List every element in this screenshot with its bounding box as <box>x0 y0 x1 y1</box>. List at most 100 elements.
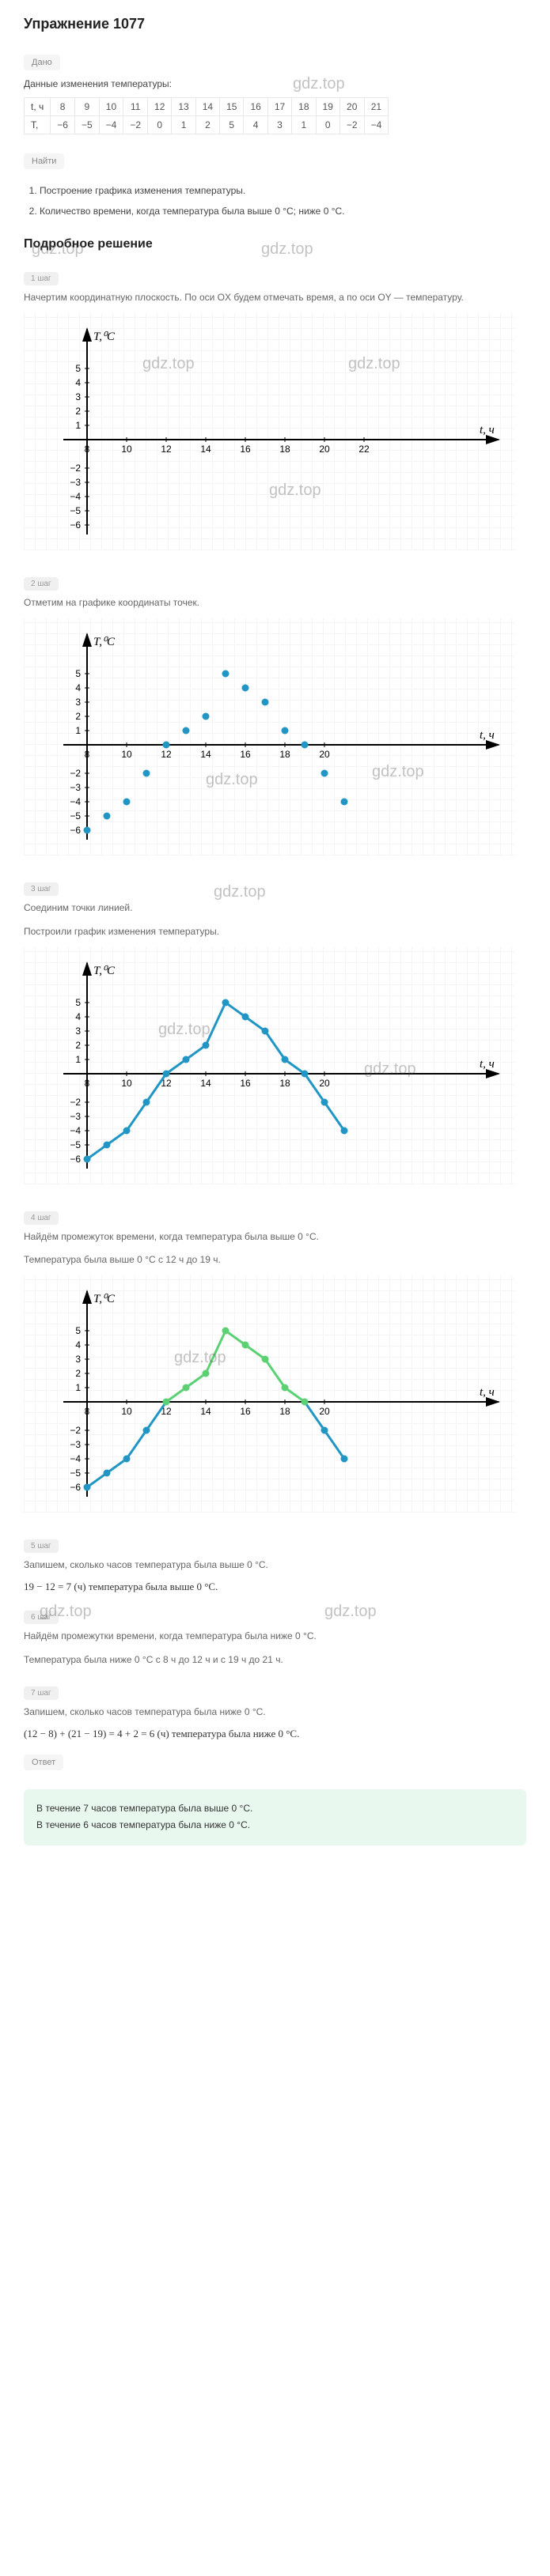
svg-text:8: 8 <box>85 749 90 760</box>
table-cell: t, ч <box>25 98 51 116</box>
svg-text:16: 16 <box>240 1406 251 1417</box>
svg-text:−4: −4 <box>70 796 81 807</box>
table-cell: 1 <box>292 116 316 134</box>
svg-text:2: 2 <box>75 1368 81 1379</box>
step-text: Запишем, сколько часов температура была … <box>24 1705 526 1720</box>
svg-text:2: 2 <box>75 1040 81 1051</box>
svg-text:t, ч: t, ч <box>480 729 495 742</box>
step-badge: 1 шаг <box>24 272 59 285</box>
svg-text:5: 5 <box>75 997 81 1008</box>
step-badge: 3 шаг <box>24 882 59 896</box>
svg-text:5: 5 <box>75 1325 81 1336</box>
svg-text:10: 10 <box>121 444 132 455</box>
step-text: Найдём промежуток времени, когда темпера… <box>24 1229 526 1245</box>
step-badge: 4 шаг <box>24 1211 59 1225</box>
table-cell: 4 <box>244 116 267 134</box>
chart-3-line: T,⁰Ct, ч810121416182012345−2−3−4−5−6gdz.… <box>24 947 514 1184</box>
svg-text:8: 8 <box>85 1078 90 1089</box>
step-text: Температура была ниже 0 °C c 8 ч до 12 ч… <box>24 1652 526 1668</box>
step-text: Температура была выше 0 °C с 12 ч до 19 … <box>24 1252 526 1267</box>
svg-text:−2: −2 <box>70 1425 81 1436</box>
svg-text:T,⁰C: T,⁰C <box>93 1293 116 1305</box>
svg-text:8: 8 <box>85 444 90 455</box>
svg-text:−3: −3 <box>70 477 81 488</box>
svg-text:14: 14 <box>200 1078 211 1089</box>
svg-text:T,⁰C: T,⁰C <box>93 965 116 977</box>
svg-text:16: 16 <box>240 1078 251 1089</box>
table-cell: 9 <box>74 98 99 116</box>
page-container: Упражнение 1077 Дано gdz.top Данные изме… <box>0 0 550 1861</box>
svg-text:4: 4 <box>75 682 81 693</box>
answer-line: В течение 7 часов температура была выше … <box>36 1800 514 1818</box>
step-text: Запишем, сколько часов температура была … <box>24 1558 526 1573</box>
svg-text:12: 12 <box>161 749 172 760</box>
svg-text:12: 12 <box>161 444 172 455</box>
svg-text:−6: −6 <box>70 1154 81 1165</box>
svg-text:1: 1 <box>75 1054 81 1065</box>
table-cell: 2 <box>195 116 219 134</box>
svg-text:3: 3 <box>75 1354 81 1365</box>
svg-text:3: 3 <box>75 1025 81 1037</box>
table-cell: 16 <box>244 98 267 116</box>
svg-text:gdz.top: gdz.top <box>174 1349 226 1366</box>
table-cell: 11 <box>123 98 148 116</box>
step-math: (12 − 8) + (21 − 19) = 4 + 2 = 6 (ч) тем… <box>24 1728 526 1740</box>
svg-text:−6: −6 <box>70 519 81 531</box>
chart-2-points: T,⁰Ct, ч810121416182012345−2−3−4−5−6gdz.… <box>24 618 514 856</box>
svg-text:18: 18 <box>279 1406 290 1417</box>
svg-text:10: 10 <box>121 749 132 760</box>
svg-text:gdz.top: gdz.top <box>372 763 424 780</box>
table-cell: 17 <box>267 98 291 116</box>
table-cell: 12 <box>148 98 172 116</box>
step-text: Соединим точки линией. <box>24 901 526 916</box>
chart-svg: T,⁰Ct, ч810121416182012345−2−3−4−5−6gdz.… <box>32 955 506 1177</box>
table-cell: 15 <box>220 98 244 116</box>
table-cell: 5 <box>220 116 244 134</box>
svg-text:−3: −3 <box>70 1111 81 1122</box>
table-cell: 13 <box>172 98 195 116</box>
step-badge: 7 шаг <box>24 1686 59 1700</box>
watermark: gdz.top <box>324 1603 377 1621</box>
answer-box: В течение 7 часов температура была выше … <box>24 1789 526 1845</box>
chart-svg: T,⁰Ct, ч810121416182012345−2−3−4−5−6gdz.… <box>32 626 506 848</box>
svg-text:gdz.top: gdz.top <box>364 1060 416 1078</box>
table-cell: −5 <box>74 116 99 134</box>
given-label: Дано <box>24 55 60 70</box>
svg-text:1: 1 <box>75 420 81 431</box>
svg-text:−3: −3 <box>70 782 81 793</box>
svg-text:−5: −5 <box>70 810 81 822</box>
svg-text:t, ч: t, ч <box>480 424 495 436</box>
svg-text:4: 4 <box>75 377 81 388</box>
svg-text:18: 18 <box>279 1078 290 1089</box>
chart-4-highlight: T,⁰Ct, ч810121416182012345−2−3−4−5−6gdz.… <box>24 1275 514 1513</box>
answer-label: Ответ <box>24 1754 63 1770</box>
svg-text:3: 3 <box>75 697 81 708</box>
svg-text:5: 5 <box>75 363 81 374</box>
chart-svg: T,⁰Ct, ч810121416182012345−2−3−4−5−6gdz.… <box>32 1283 506 1505</box>
svg-text:2: 2 <box>75 711 81 722</box>
watermark: gdz.top <box>214 883 266 901</box>
table-cell: 1 <box>172 116 195 134</box>
table-cell: −4 <box>99 116 123 134</box>
solution-heading: Подробное решение <box>24 237 526 251</box>
svg-text:18: 18 <box>279 444 290 455</box>
given-intro: Данные изменения температуры: <box>24 78 526 89</box>
table-row: t, ч 8 9 10 11 12 13 14 15 16 17 18 19 2… <box>25 98 389 116</box>
svg-text:−4: −4 <box>70 1453 81 1464</box>
svg-text:10: 10 <box>121 1406 132 1417</box>
svg-text:20: 20 <box>319 749 330 760</box>
table-cell: −2 <box>123 116 148 134</box>
svg-text:8: 8 <box>85 1406 90 1417</box>
svg-text:5: 5 <box>75 668 81 679</box>
svg-text:−2: −2 <box>70 768 81 779</box>
svg-text:t, ч: t, ч <box>480 1058 495 1071</box>
svg-text:−2: −2 <box>70 463 81 474</box>
find-label: Найти <box>24 153 64 169</box>
step-text: Построили график изменения температуры. <box>24 924 526 939</box>
page-title: Упражнение 1077 <box>24 16 526 32</box>
table-cell: 3 <box>267 116 291 134</box>
svg-text:−6: −6 <box>70 825 81 836</box>
svg-text:T,⁰C: T,⁰C <box>93 636 116 648</box>
svg-text:20: 20 <box>319 1406 330 1417</box>
table-cell: T, <box>25 116 51 134</box>
